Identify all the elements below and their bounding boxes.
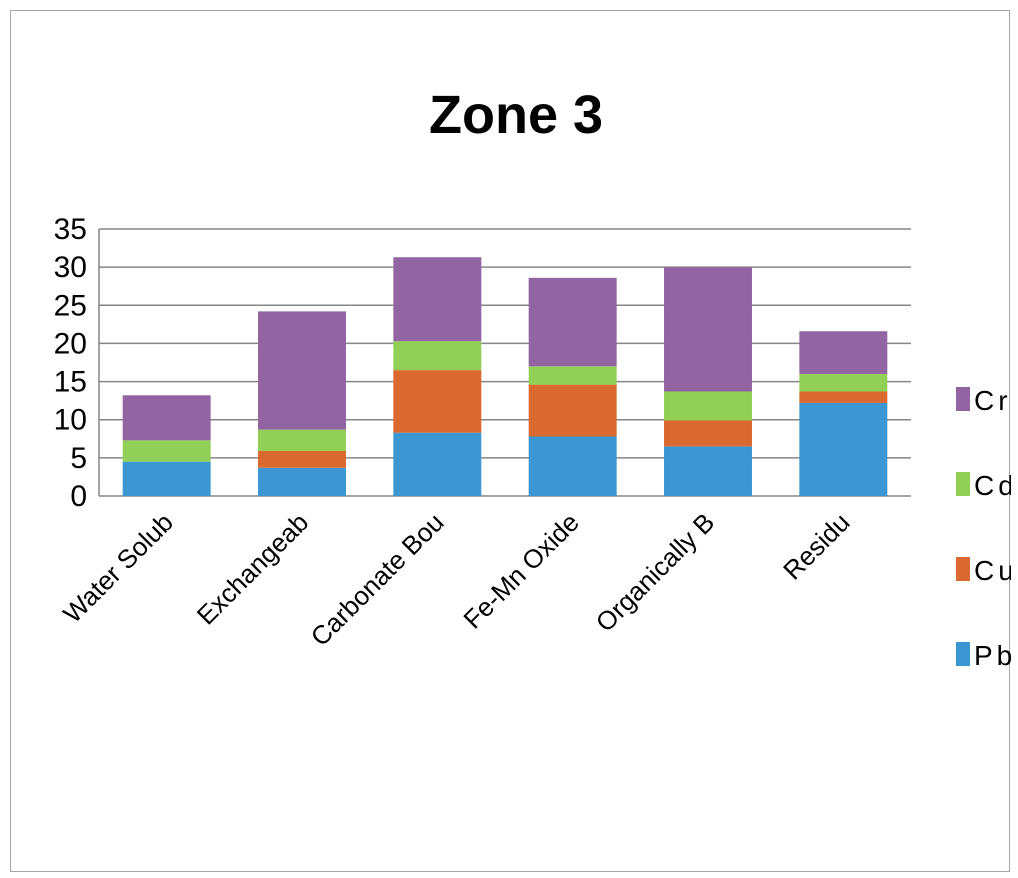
bar-segment-cd xyxy=(258,429,346,451)
bar-segment-cd xyxy=(122,440,211,462)
legend-swatch-cd xyxy=(956,472,970,496)
y-tick-label: 25 xyxy=(54,289,87,322)
bar-segment-pb xyxy=(664,446,752,496)
y-tick-label: 35 xyxy=(54,213,87,246)
bar-segment-pb xyxy=(393,432,482,496)
chart-frame: Zone 3 0 5 10 15 20 25 30 35 Water Solub Exchange… xyxy=(10,10,1011,872)
bar-segment-cd xyxy=(393,341,482,371)
y-tick-label: 30 xyxy=(54,251,87,284)
x-tick-label: Residu xyxy=(777,507,855,585)
bars xyxy=(122,257,888,496)
bar-segment-cu xyxy=(799,391,888,403)
x-tick-label: Fe-Mn Oxide xyxy=(457,507,584,634)
bar-segment-pb xyxy=(528,436,617,496)
legend-swatch-cr xyxy=(956,387,970,411)
bar-segment-cr xyxy=(258,311,346,430)
x-tick-label: Organically B xyxy=(590,507,721,638)
x-tick-label: Exchangeab xyxy=(191,507,314,630)
legend-swatch-cu xyxy=(956,557,970,581)
y-tick-label: 5 xyxy=(70,442,87,475)
bar-segment-cr xyxy=(122,395,211,441)
bar-segment-cd xyxy=(664,391,752,421)
chart-title: Zone 3 xyxy=(429,85,603,145)
legend: Cr Cd Cu Pb xyxy=(956,385,1011,671)
stacked-bar-chart: Zone 3 0 5 10 15 20 25 30 35 Water Solub Exchange… xyxy=(54,85,1011,671)
bar-segment-cu xyxy=(528,384,617,437)
bar-segment-cu xyxy=(664,420,752,447)
bar-segment-cd xyxy=(528,366,617,385)
bar-segment-cd xyxy=(799,373,888,392)
bar-segment-cr xyxy=(393,257,482,342)
legend-label-cu: Cu xyxy=(974,555,1011,586)
y-tick-label: 15 xyxy=(54,366,87,399)
legend-label-pb: Pb xyxy=(974,640,1011,671)
bar-segment-cr xyxy=(664,267,752,392)
bar-segment-cr xyxy=(799,331,888,374)
bar-segment-cu xyxy=(258,450,346,468)
legend-label-cr: Cr xyxy=(974,385,1011,416)
bar-segment-pb xyxy=(799,402,888,496)
legend-label-cd: Cd xyxy=(974,470,1011,501)
legend-swatch-pb xyxy=(956,642,970,666)
y-tick-label: 0 xyxy=(70,480,87,513)
bar-segment-cu xyxy=(393,370,482,433)
x-tick-label: Carbonate Bou xyxy=(305,507,450,652)
bar-segment-pb xyxy=(258,467,346,496)
bar-segment-cr xyxy=(528,277,617,367)
gridlines xyxy=(99,228,911,497)
x-tick-label: Water Solub xyxy=(57,507,179,629)
bar-segment-pb xyxy=(122,461,211,496)
y-tick-label: 20 xyxy=(54,327,87,360)
y-tick-label: 10 xyxy=(54,404,87,437)
